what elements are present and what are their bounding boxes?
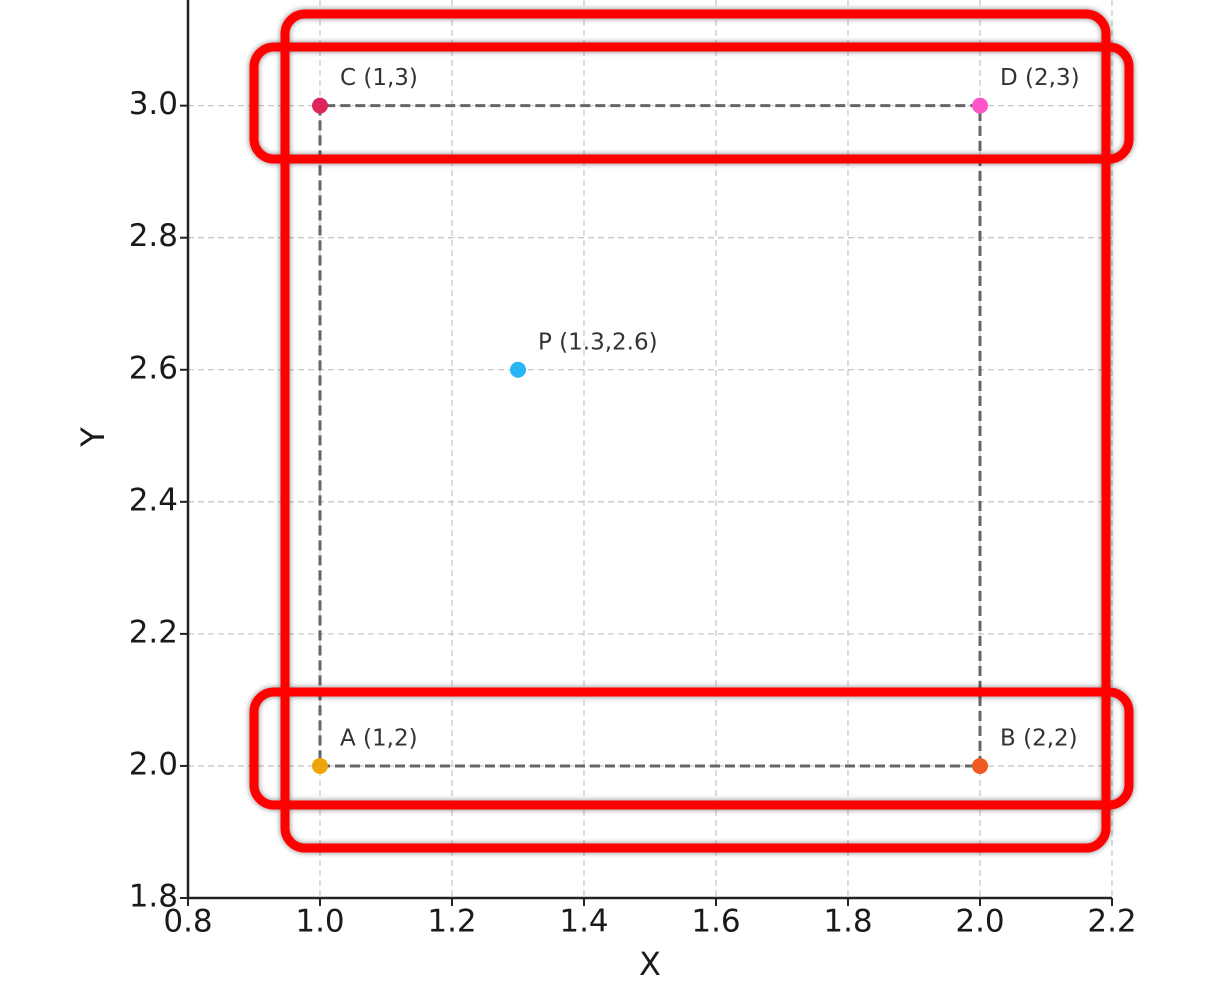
y-tick-label: 2.8 — [129, 218, 178, 254]
point — [972, 97, 988, 114]
highlight-boxes — [249, 9, 1134, 853]
highlight-box — [249, 42, 1134, 164]
point-label: P (1.3,2.6) — [538, 329, 658, 355]
y-axis-label: Y — [74, 427, 112, 448]
x-tick-label: 1.6 — [691, 904, 740, 940]
plot-area: 0.8 1.0 1.2 1.4 1.6 1.8 2.0 2.2 1.8 2.0 2.2 2.4 2.6 2… — [129, 0, 1137, 940]
point-label: A (1,2) — [340, 725, 418, 751]
point-label: B (2,2) — [1000, 725, 1078, 751]
y-tick-label: 2.2 — [129, 614, 178, 650]
y-tick-label: 3.0 — [129, 86, 178, 122]
x-tick-label: 1.2 — [427, 904, 476, 940]
y-tick-label: 1.8 — [129, 879, 178, 915]
y-tick-label: 2.6 — [129, 350, 178, 386]
point — [312, 97, 328, 114]
y-tick-label: 2.0 — [129, 746, 178, 782]
point — [972, 757, 988, 774]
x-tick-label: 2.2 — [1087, 904, 1136, 940]
x-tick-label: 1.8 — [823, 904, 872, 940]
x-tick-label: 2.0 — [955, 904, 1004, 940]
highlight-box — [280, 9, 1111, 853]
x-axis-label: X — [639, 945, 661, 983]
y-tick-label: 2.4 — [129, 482, 178, 518]
x-tick-label: 0.8 — [163, 904, 212, 940]
point — [510, 361, 526, 378]
point-label: D (2,3) — [1000, 65, 1080, 91]
point — [312, 757, 328, 774]
x-tick-label: 1.0 — [295, 904, 344, 940]
highlight-box — [249, 687, 1134, 810]
outline — [318, 104, 982, 768]
x-tick-label: 1.4 — [559, 904, 608, 940]
point-label: C (1,3) — [340, 65, 418, 91]
